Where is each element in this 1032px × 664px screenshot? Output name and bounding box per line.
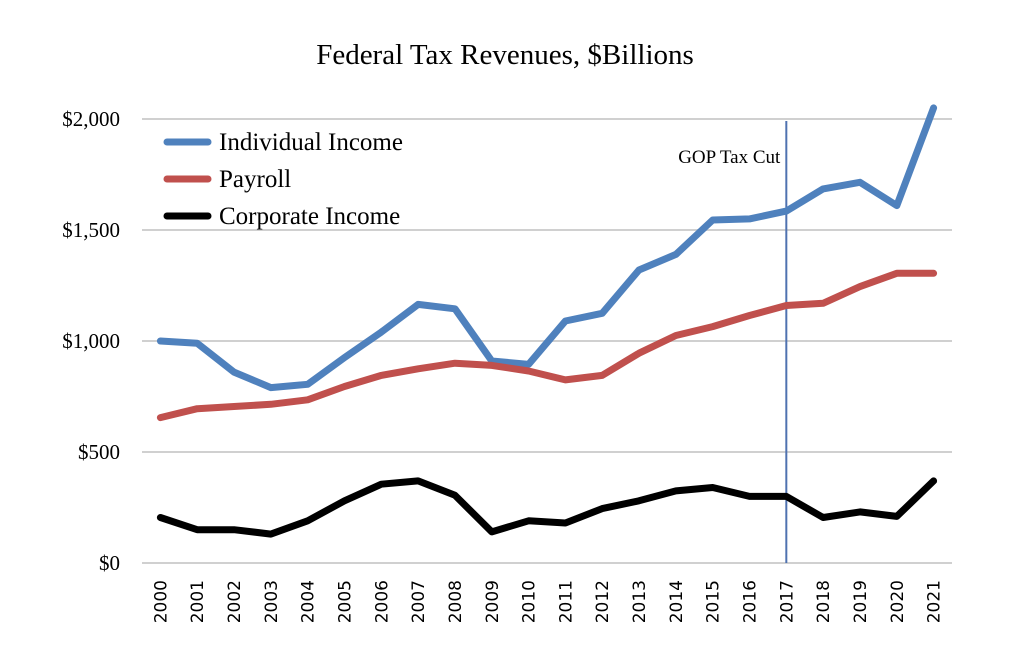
legend-label: Corporate Income bbox=[219, 203, 400, 230]
x-tick-label: 2001 bbox=[188, 580, 208, 623]
legend: Individual Income Payroll Corporate Income bbox=[163, 129, 403, 230]
y-tick-label: $1,500 bbox=[62, 218, 120, 242]
x-tick-label: 2005 bbox=[336, 580, 356, 623]
series-layer bbox=[156, 104, 938, 538]
x-tick-label: 2020 bbox=[888, 580, 908, 623]
series-line-payroll bbox=[156, 269, 938, 422]
x-tick-label: 2008 bbox=[446, 580, 466, 623]
x-tick-label: 2006 bbox=[372, 580, 392, 623]
x-tick-label: 2013 bbox=[630, 580, 650, 623]
x-tick-label: 2010 bbox=[520, 580, 540, 623]
x-tick-label: 2016 bbox=[741, 580, 761, 623]
x-tick-label: 2002 bbox=[225, 580, 245, 623]
chart-title: Federal Tax Revenues, $Billions bbox=[316, 39, 694, 71]
x-axis: 2000 2001 2002 2003 2004 2005 2006 2007 2008 2009… bbox=[151, 580, 944, 623]
legend-label: Payroll bbox=[219, 166, 291, 193]
y-tick-label: $500 bbox=[78, 440, 120, 464]
x-tick-label: 2017 bbox=[777, 580, 797, 623]
x-tick-label: 2009 bbox=[483, 580, 503, 623]
x-tick-label: 2000 bbox=[151, 580, 171, 623]
x-tick-label: 2021 bbox=[925, 580, 945, 623]
x-tick-label: 2018 bbox=[814, 580, 834, 623]
x-tick-label: 2011 bbox=[556, 580, 576, 623]
annotation-layer: GOP Tax Cut bbox=[678, 121, 788, 563]
y-tick-label: $0 bbox=[99, 551, 120, 575]
series-line-corporate-income bbox=[156, 477, 938, 538]
x-tick-label: 2012 bbox=[593, 580, 613, 623]
x-tick-label: 2015 bbox=[704, 580, 724, 623]
x-tick-label: 2004 bbox=[299, 580, 319, 623]
y-tick-label: $1,000 bbox=[62, 329, 120, 353]
series-line-individual-income bbox=[156, 104, 938, 392]
x-tick-label: 2007 bbox=[409, 580, 429, 623]
gop-tax-cut-label: GOP Tax Cut bbox=[678, 147, 781, 168]
x-tick-label: 2003 bbox=[262, 580, 282, 623]
y-tick-label: $2,000 bbox=[62, 107, 120, 131]
legend-label: Individual Income bbox=[219, 129, 403, 156]
x-tick-label: 2019 bbox=[851, 580, 871, 623]
y-axis: $0 $500 $1,000 $1,500 $2,000 bbox=[62, 107, 120, 575]
x-tick-label: 2014 bbox=[667, 580, 687, 623]
